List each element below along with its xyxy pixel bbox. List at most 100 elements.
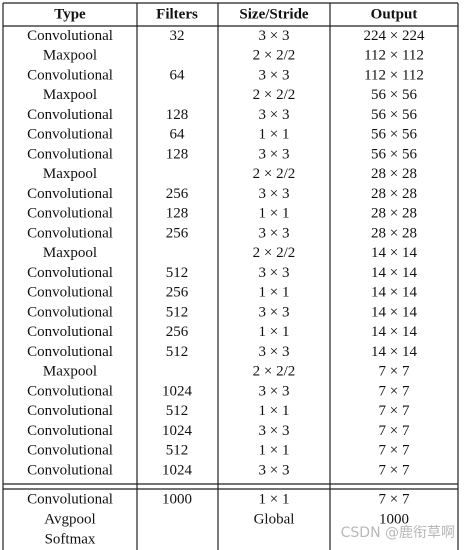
cell: Convolutional bbox=[27, 443, 113, 459]
cell: Convolutional bbox=[27, 225, 113, 241]
watermark: CSDN @鹿衔草啊 bbox=[341, 524, 455, 541]
cell: 1 × 1 bbox=[259, 491, 290, 507]
cell: Convolutional bbox=[27, 383, 113, 399]
cell: 3 × 3 bbox=[259, 265, 290, 281]
cell: Convolutional bbox=[27, 186, 113, 202]
cell: Convolutional bbox=[27, 265, 113, 281]
cell: 2 × 2/2 bbox=[253, 245, 296, 261]
cell: Softmax bbox=[45, 531, 96, 547]
cell: 14 × 14 bbox=[371, 245, 417, 261]
cell: 64 bbox=[170, 127, 186, 143]
cell: 128 bbox=[166, 206, 189, 222]
cell: 56 × 56 bbox=[371, 107, 417, 123]
cell: 112 × 112 bbox=[364, 48, 424, 64]
cell: Avgpool bbox=[44, 511, 95, 527]
cell: 14 × 14 bbox=[371, 285, 417, 301]
cell: Maxpool bbox=[43, 166, 97, 182]
cell: 2 × 2/2 bbox=[253, 48, 296, 64]
cell: Maxpool bbox=[43, 245, 97, 261]
cell: 3 × 3 bbox=[259, 383, 290, 399]
cell: Convolutional bbox=[27, 403, 113, 419]
cell: 3 × 3 bbox=[259, 146, 290, 162]
cell: 56 × 56 bbox=[371, 87, 417, 103]
cell: Convolutional bbox=[27, 67, 113, 83]
cell: 128 bbox=[166, 146, 189, 162]
cell: 256 bbox=[166, 285, 189, 301]
cell: Convolutional bbox=[27, 127, 113, 143]
cell: 7 × 7 bbox=[379, 491, 410, 507]
cell: 2 × 2/2 bbox=[253, 87, 296, 103]
cell: Convolutional bbox=[27, 491, 113, 507]
cell: 3 × 3 bbox=[259, 304, 290, 320]
cell: 1 × 1 bbox=[259, 127, 290, 143]
cell: 512 bbox=[166, 403, 189, 419]
cell: 14 × 14 bbox=[371, 344, 417, 360]
cell: Convolutional bbox=[27, 146, 113, 162]
cell: 3 × 3 bbox=[259, 462, 290, 478]
cell: 256 bbox=[166, 225, 189, 241]
cell: 512 bbox=[166, 443, 189, 459]
cell: Convolutional bbox=[27, 423, 113, 439]
cell: 14 × 14 bbox=[371, 304, 417, 320]
cell: Convolutional bbox=[27, 462, 113, 478]
header-cell: Size/Stride bbox=[239, 6, 308, 22]
cell: 1 × 1 bbox=[259, 403, 290, 419]
cell: 7 × 7 bbox=[379, 383, 410, 399]
cell: 1024 bbox=[162, 462, 193, 478]
cell: 3 × 3 bbox=[259, 344, 290, 360]
cell: 112 × 112 bbox=[364, 67, 424, 83]
cell: 1 × 1 bbox=[259, 324, 290, 340]
cell: 256 bbox=[166, 324, 189, 340]
cell: 32 bbox=[170, 28, 185, 44]
cell: 1 × 1 bbox=[259, 206, 290, 222]
cell: 28 × 28 bbox=[371, 225, 417, 241]
cell: Convolutional bbox=[27, 107, 113, 123]
cell: Global bbox=[254, 511, 295, 527]
cell: 512 bbox=[166, 265, 189, 281]
cell: 3 × 3 bbox=[259, 67, 290, 83]
header-cell: Filters bbox=[156, 6, 198, 22]
cell: Convolutional bbox=[27, 28, 113, 44]
cell: 1000 bbox=[162, 491, 192, 507]
cell: Maxpool bbox=[43, 364, 97, 380]
cell: 7 × 7 bbox=[379, 462, 410, 478]
cell: 224 × 224 bbox=[364, 28, 425, 44]
cell: 3 × 3 bbox=[259, 186, 290, 202]
cell: 128 bbox=[166, 107, 189, 123]
cell: 1024 bbox=[162, 423, 193, 439]
cell: 3 × 3 bbox=[259, 423, 290, 439]
cell: Convolutional bbox=[27, 304, 113, 320]
cell: 14 × 14 bbox=[371, 324, 417, 340]
cell: Maxpool bbox=[43, 48, 97, 64]
cell: 7 × 7 bbox=[379, 364, 410, 380]
cell: 7 × 7 bbox=[379, 423, 410, 439]
cell: 256 bbox=[166, 186, 189, 202]
cell: 28 × 28 bbox=[371, 206, 417, 222]
cell: 14 × 14 bbox=[371, 265, 417, 281]
cell: Convolutional bbox=[27, 324, 113, 340]
cell: 56 × 56 bbox=[371, 146, 417, 162]
cell: 3 × 3 bbox=[259, 28, 290, 44]
cell: 28 × 28 bbox=[371, 186, 417, 202]
cell: 2 × 2/2 bbox=[253, 166, 296, 182]
cell: 1 × 1 bbox=[259, 443, 290, 459]
cell: 1000 bbox=[379, 511, 409, 527]
cell: 2 × 2/2 bbox=[253, 364, 296, 380]
cell: 1024 bbox=[162, 383, 193, 399]
header-cell: Type bbox=[54, 6, 86, 22]
cell: 7 × 7 bbox=[379, 403, 410, 419]
cell: Convolutional bbox=[27, 285, 113, 301]
cell: Convolutional bbox=[27, 344, 113, 360]
cell: 512 bbox=[166, 344, 189, 360]
cell: 512 bbox=[166, 304, 189, 320]
cell: 3 × 3 bbox=[259, 225, 290, 241]
cell: Convolutional bbox=[27, 206, 113, 222]
cell: Maxpool bbox=[43, 87, 97, 103]
cell: 7 × 7 bbox=[379, 443, 410, 459]
header-cell: Output bbox=[371, 6, 418, 22]
cell: 56 × 56 bbox=[371, 127, 417, 143]
cell: 64 bbox=[170, 67, 186, 83]
cell: 1 × 1 bbox=[259, 285, 290, 301]
cell: 28 × 28 bbox=[371, 166, 417, 182]
